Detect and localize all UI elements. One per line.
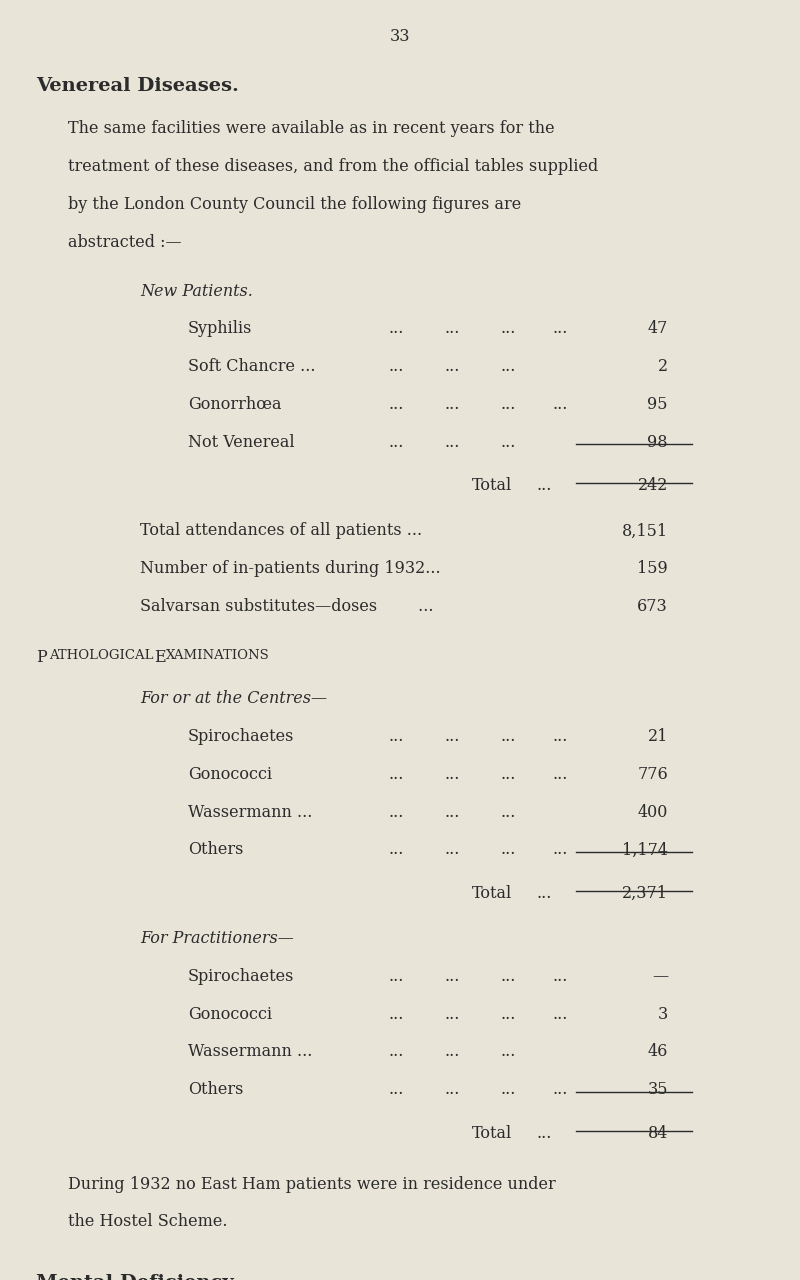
- Text: 35: 35: [647, 1082, 668, 1098]
- Text: Mental Deficiency.: Mental Deficiency.: [36, 1274, 238, 1280]
- Text: New Patients.: New Patients.: [140, 283, 253, 300]
- Text: XAMINATIONS: XAMINATIONS: [166, 649, 270, 662]
- Text: Wassermann ...: Wassermann ...: [188, 804, 312, 820]
- Text: Syphilis: Syphilis: [188, 320, 252, 338]
- Text: During 1932 no East Ham patients were in residence under: During 1932 no East Ham patients were in…: [68, 1175, 556, 1193]
- Text: ...: ...: [552, 841, 568, 859]
- Text: ...: ...: [500, 1043, 516, 1060]
- Text: Total: Total: [472, 884, 512, 902]
- Text: abstracted :—: abstracted :—: [68, 233, 182, 251]
- Text: ...: ...: [552, 1082, 568, 1098]
- Text: ...: ...: [536, 884, 552, 902]
- Text: 47: 47: [648, 320, 668, 338]
- Text: 21: 21: [648, 728, 668, 745]
- Text: 673: 673: [638, 598, 668, 614]
- Text: ...: ...: [388, 728, 404, 745]
- Text: ...: ...: [500, 728, 516, 745]
- Text: Gonorrhœa: Gonorrhœa: [188, 396, 282, 413]
- Text: ...: ...: [444, 1006, 460, 1023]
- Text: Spirochaetes: Spirochaetes: [188, 968, 294, 984]
- Text: ...: ...: [388, 434, 404, 451]
- Text: ...: ...: [552, 1006, 568, 1023]
- Text: ...: ...: [552, 320, 568, 338]
- Text: 33: 33: [390, 28, 410, 45]
- Text: ...: ...: [444, 320, 460, 338]
- Text: 46: 46: [648, 1043, 668, 1060]
- Text: Total attendances of all patients ...: Total attendances of all patients ...: [140, 522, 422, 539]
- Text: ...: ...: [552, 968, 568, 984]
- Text: ...: ...: [444, 841, 460, 859]
- Text: treatment of these diseases, and from the official tables supplied: treatment of these diseases, and from th…: [68, 157, 598, 175]
- Text: For Practitioners—: For Practitioners—: [140, 931, 294, 947]
- Text: ...: ...: [444, 765, 460, 783]
- Text: 2,371: 2,371: [622, 884, 668, 902]
- Text: P: P: [36, 649, 46, 666]
- Text: ...: ...: [536, 1125, 552, 1142]
- Text: ...: ...: [444, 804, 460, 820]
- Text: ...: ...: [552, 765, 568, 783]
- Text: Others: Others: [188, 1082, 243, 1098]
- Text: Others: Others: [188, 841, 243, 859]
- Text: ...: ...: [500, 804, 516, 820]
- Text: ...: ...: [500, 1006, 516, 1023]
- Text: Wassermann ...: Wassermann ...: [188, 1043, 312, 1060]
- Text: Total: Total: [472, 477, 512, 494]
- Text: 2: 2: [658, 358, 668, 375]
- Text: E: E: [154, 649, 166, 666]
- Text: ...: ...: [388, 968, 404, 984]
- Text: ...: ...: [388, 1006, 404, 1023]
- Text: 242: 242: [638, 477, 668, 494]
- Text: Number of in-patients during 1932...: Number of in-patients during 1932...: [140, 561, 441, 577]
- Text: 159: 159: [638, 561, 668, 577]
- Text: ...: ...: [500, 396, 516, 413]
- Text: ...: ...: [388, 1043, 404, 1060]
- Text: ...: ...: [388, 320, 404, 338]
- Text: ...: ...: [444, 1043, 460, 1060]
- Text: Gonococci: Gonococci: [188, 765, 272, 783]
- Text: ...: ...: [444, 434, 460, 451]
- Text: 1,174: 1,174: [622, 841, 668, 859]
- Text: ...: ...: [500, 841, 516, 859]
- Text: The same facilities were available as in recent years for the: The same facilities were available as in…: [68, 120, 554, 137]
- Text: ...: ...: [388, 804, 404, 820]
- Text: ...: ...: [552, 728, 568, 745]
- Text: —: —: [652, 968, 668, 984]
- Text: ...: ...: [388, 1082, 404, 1098]
- Text: ...: ...: [500, 1082, 516, 1098]
- Text: ...: ...: [444, 968, 460, 984]
- Text: ATHOLOGICAL: ATHOLOGICAL: [49, 649, 154, 662]
- Text: 400: 400: [638, 804, 668, 820]
- Text: 84: 84: [648, 1125, 668, 1142]
- Text: ...: ...: [444, 358, 460, 375]
- Text: ...: ...: [444, 396, 460, 413]
- Text: 8,151: 8,151: [622, 522, 668, 539]
- Text: ...: ...: [536, 477, 552, 494]
- Text: the Hostel Scheme.: the Hostel Scheme.: [68, 1213, 227, 1230]
- Text: 776: 776: [638, 765, 668, 783]
- Text: 3: 3: [658, 1006, 668, 1023]
- Text: Salvarsan substitutes—doses        ...: Salvarsan substitutes—doses ...: [140, 598, 434, 614]
- Text: ...: ...: [500, 320, 516, 338]
- Text: ...: ...: [500, 358, 516, 375]
- Text: ...: ...: [388, 765, 404, 783]
- Text: Total: Total: [472, 1125, 512, 1142]
- Text: ...: ...: [444, 1082, 460, 1098]
- Text: ...: ...: [388, 396, 404, 413]
- Text: ...: ...: [500, 765, 516, 783]
- Text: 98: 98: [647, 434, 668, 451]
- Text: 95: 95: [647, 396, 668, 413]
- Text: For or at the Centres—: For or at the Centres—: [140, 690, 327, 708]
- Text: ...: ...: [552, 396, 568, 413]
- Text: Not Venereal: Not Venereal: [188, 434, 294, 451]
- Text: ...: ...: [444, 728, 460, 745]
- Text: Gonococci: Gonococci: [188, 1006, 272, 1023]
- Text: ...: ...: [388, 358, 404, 375]
- Text: Venereal Diseases.: Venereal Diseases.: [36, 77, 239, 95]
- Text: ...: ...: [500, 434, 516, 451]
- Text: ...: ...: [500, 968, 516, 984]
- Text: Spirochaetes: Spirochaetes: [188, 728, 294, 745]
- Text: ...: ...: [388, 841, 404, 859]
- Text: Soft Chancre ...: Soft Chancre ...: [188, 358, 315, 375]
- Text: by the London County Council the following figures are: by the London County Council the followi…: [68, 196, 522, 212]
